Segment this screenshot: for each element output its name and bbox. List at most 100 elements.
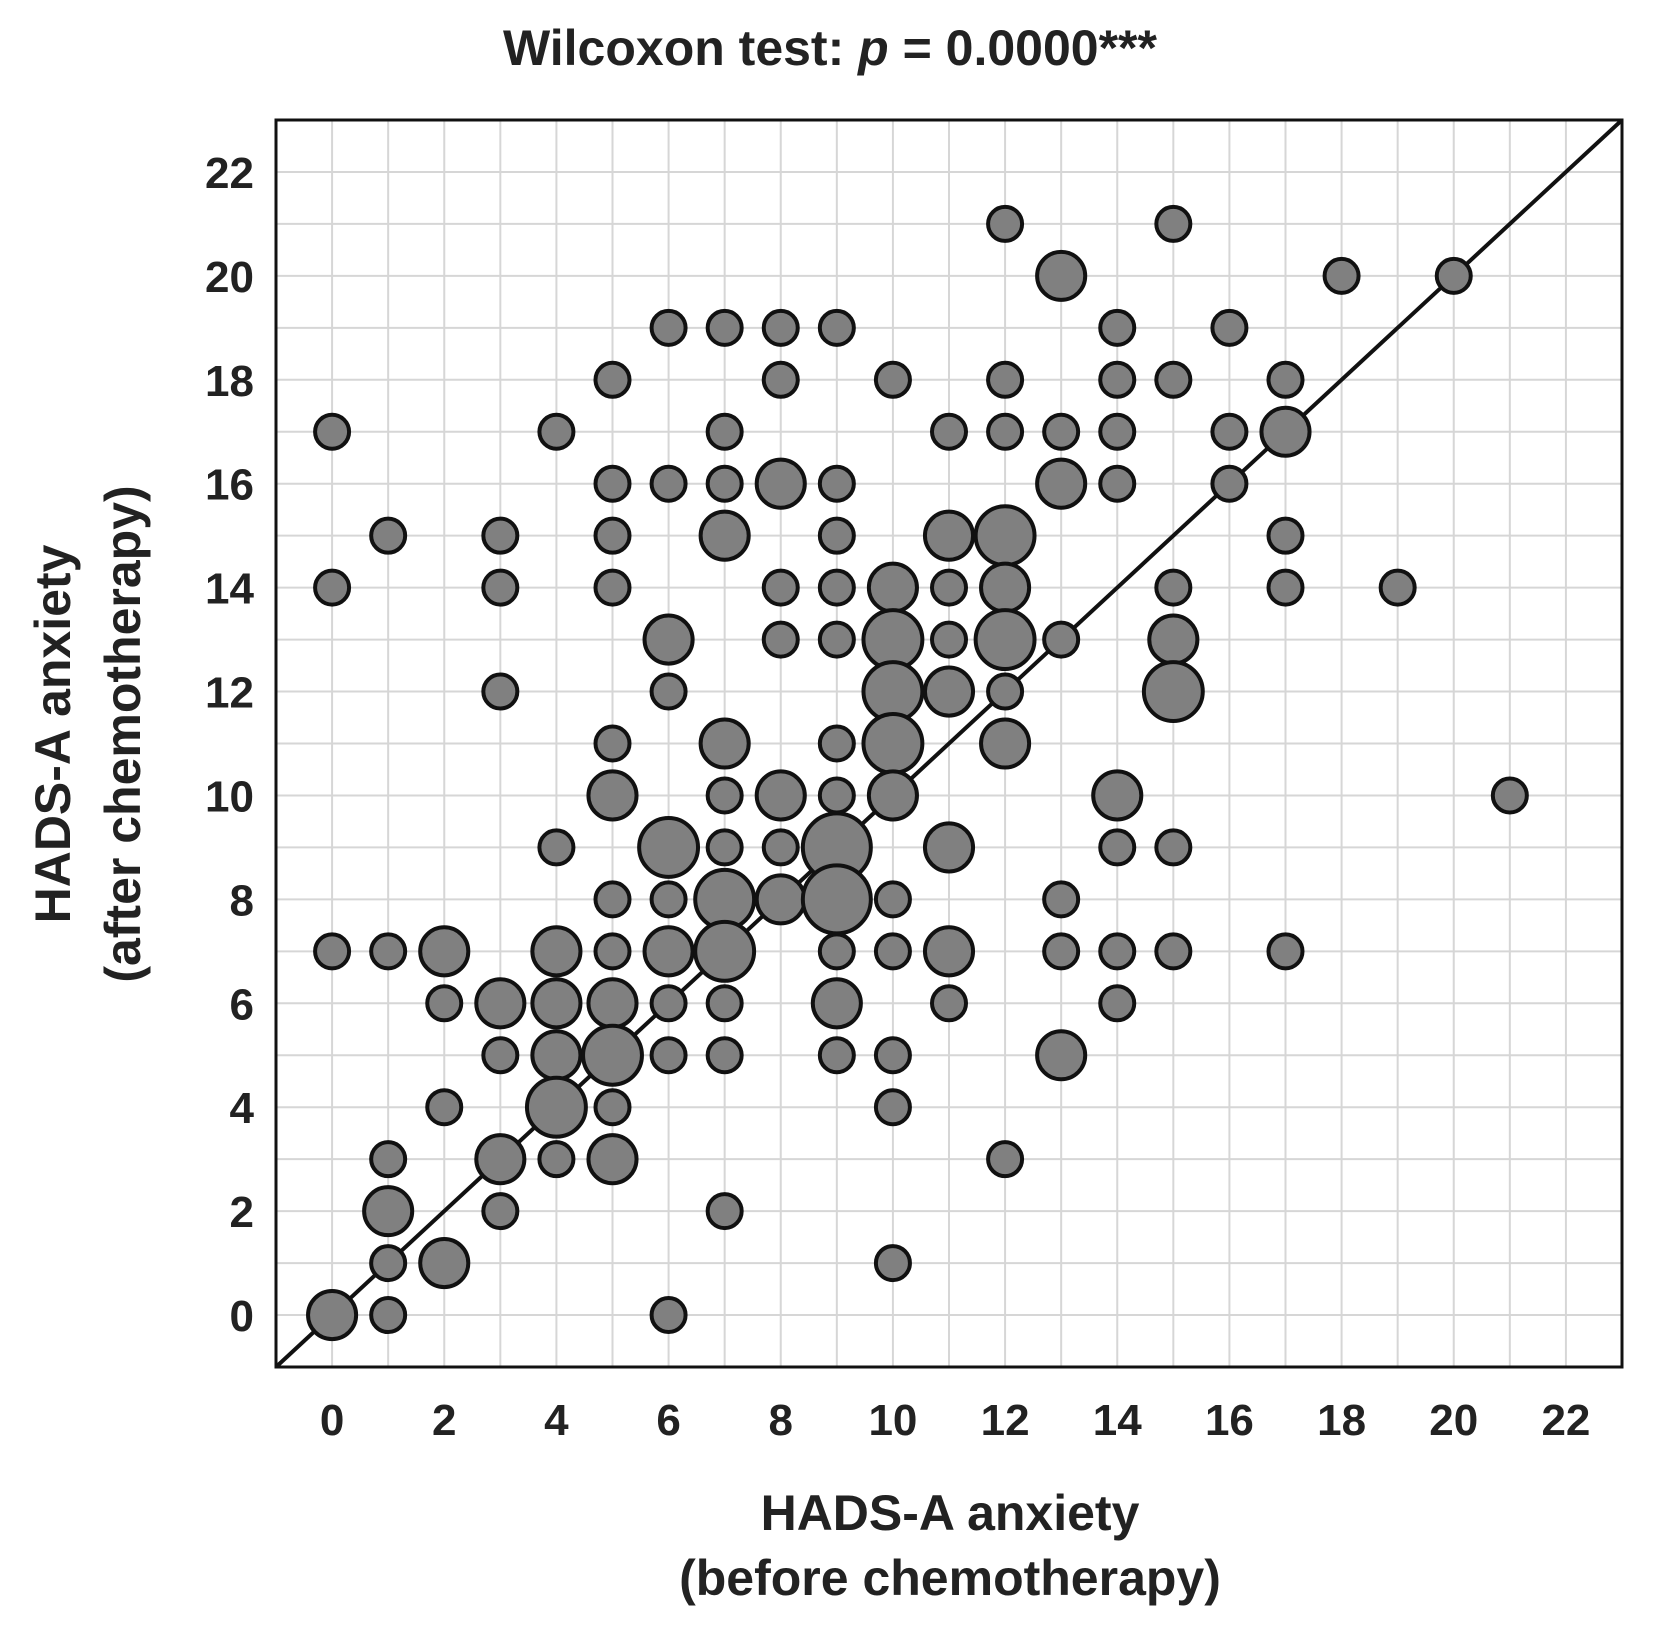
data-point: [593, 1088, 632, 1127]
data-point: [313, 568, 352, 607]
data-point: [1266, 568, 1305, 607]
data-point: [693, 919, 757, 983]
data-point: [474, 1133, 527, 1186]
x-tick-label: 22: [1541, 1396, 1590, 1445]
data-point: [425, 1088, 464, 1127]
data-point: [524, 1075, 588, 1139]
data-point: [979, 561, 1032, 614]
data-point: [474, 977, 527, 1030]
data-point: [649, 308, 688, 347]
data-point: [1091, 769, 1144, 822]
data-point: [369, 932, 408, 971]
x-tick-label: 2: [432, 1396, 456, 1445]
data-point: [530, 1029, 583, 1082]
data-point: [1098, 932, 1137, 971]
data-point: [986, 412, 1025, 451]
data-point: [593, 880, 632, 919]
data-point: [1042, 932, 1081, 971]
data-point: [586, 977, 639, 1030]
data-point: [705, 776, 744, 815]
data-point: [1154, 568, 1193, 607]
data-point: [761, 360, 800, 399]
x-tick-label: 8: [769, 1396, 793, 1445]
y-axis-ticks: 0 2 4 6 8 10 12 14 16 18 20 22: [205, 149, 254, 1341]
data-point: [873, 1036, 912, 1075]
data-point: [1098, 464, 1137, 503]
data-point: [418, 925, 471, 978]
data-point: [1042, 880, 1081, 919]
data-point: [481, 568, 520, 607]
data-point: [1322, 256, 1361, 295]
data-point: [649, 880, 688, 919]
data-point: [817, 724, 856, 763]
data-point: [1042, 620, 1081, 659]
data-point: [705, 984, 744, 1023]
data-point: [586, 1133, 639, 1186]
data-point: [530, 977, 583, 1030]
data-point: [637, 815, 701, 879]
data-point: [537, 828, 576, 867]
data-point: [705, 412, 744, 451]
data-point: [586, 769, 639, 822]
data-point: [1266, 516, 1305, 555]
data-point: [817, 932, 856, 971]
data-point: [649, 1296, 688, 1335]
data-point: [1210, 412, 1249, 451]
data-point: [922, 925, 976, 978]
data-point: [1266, 932, 1305, 971]
data-point: [930, 620, 968, 659]
data-points: [306, 204, 1529, 1342]
x-axis-ticks: 0 2 4 6 8 10 12 14 16 18 20 22: [320, 1396, 1591, 1445]
data-point: [873, 932, 912, 971]
x-tick-label: 20: [1429, 1396, 1478, 1445]
data-point: [873, 1244, 912, 1283]
data-point: [817, 776, 856, 815]
data-point: [593, 360, 632, 399]
data-point: [1042, 412, 1081, 451]
data-point: [761, 620, 800, 659]
y-axis-label-line-1: HADS-A anxiety: [25, 544, 81, 923]
data-point: [761, 828, 800, 867]
data-point: [418, 1237, 471, 1290]
data-point: [1098, 412, 1137, 451]
y-tick-label: 10: [205, 772, 254, 821]
data-point: [369, 1244, 408, 1283]
data-point: [642, 613, 695, 666]
data-point: [930, 984, 968, 1023]
data-point: [593, 932, 632, 971]
data-point: [1210, 308, 1249, 347]
data-point: [642, 925, 695, 978]
data-point: [861, 712, 925, 775]
data-point: [362, 1185, 415, 1238]
data-point: [481, 1192, 520, 1231]
data-point: [1035, 457, 1088, 510]
y-tick-label: 8: [230, 876, 254, 925]
data-point: [1141, 660, 1205, 723]
data-point: [817, 516, 856, 555]
data-point: [817, 568, 856, 607]
data-point: [1154, 204, 1193, 243]
data-point: [1490, 776, 1529, 815]
y-tick-label: 14: [205, 565, 254, 614]
data-point: [537, 1140, 576, 1179]
data-point: [800, 863, 873, 936]
data-point: [922, 665, 976, 718]
y-tick-label: 0: [230, 1292, 254, 1341]
data-point: [1098, 984, 1137, 1023]
data-point: [1378, 568, 1417, 607]
data-point: [1154, 932, 1193, 971]
data-point: [705, 308, 744, 347]
data-point: [425, 984, 464, 1023]
data-point: [761, 308, 800, 347]
data-point: [537, 412, 576, 451]
data-point: [986, 360, 1025, 399]
data-point: [986, 1140, 1025, 1179]
data-point: [649, 672, 688, 711]
data-point: [1154, 828, 1193, 867]
data-point: [313, 932, 352, 971]
y-tick-label: 6: [230, 980, 254, 1029]
data-point: [1035, 1029, 1088, 1082]
data-point: [481, 1036, 520, 1075]
data-point: [973, 504, 1037, 568]
